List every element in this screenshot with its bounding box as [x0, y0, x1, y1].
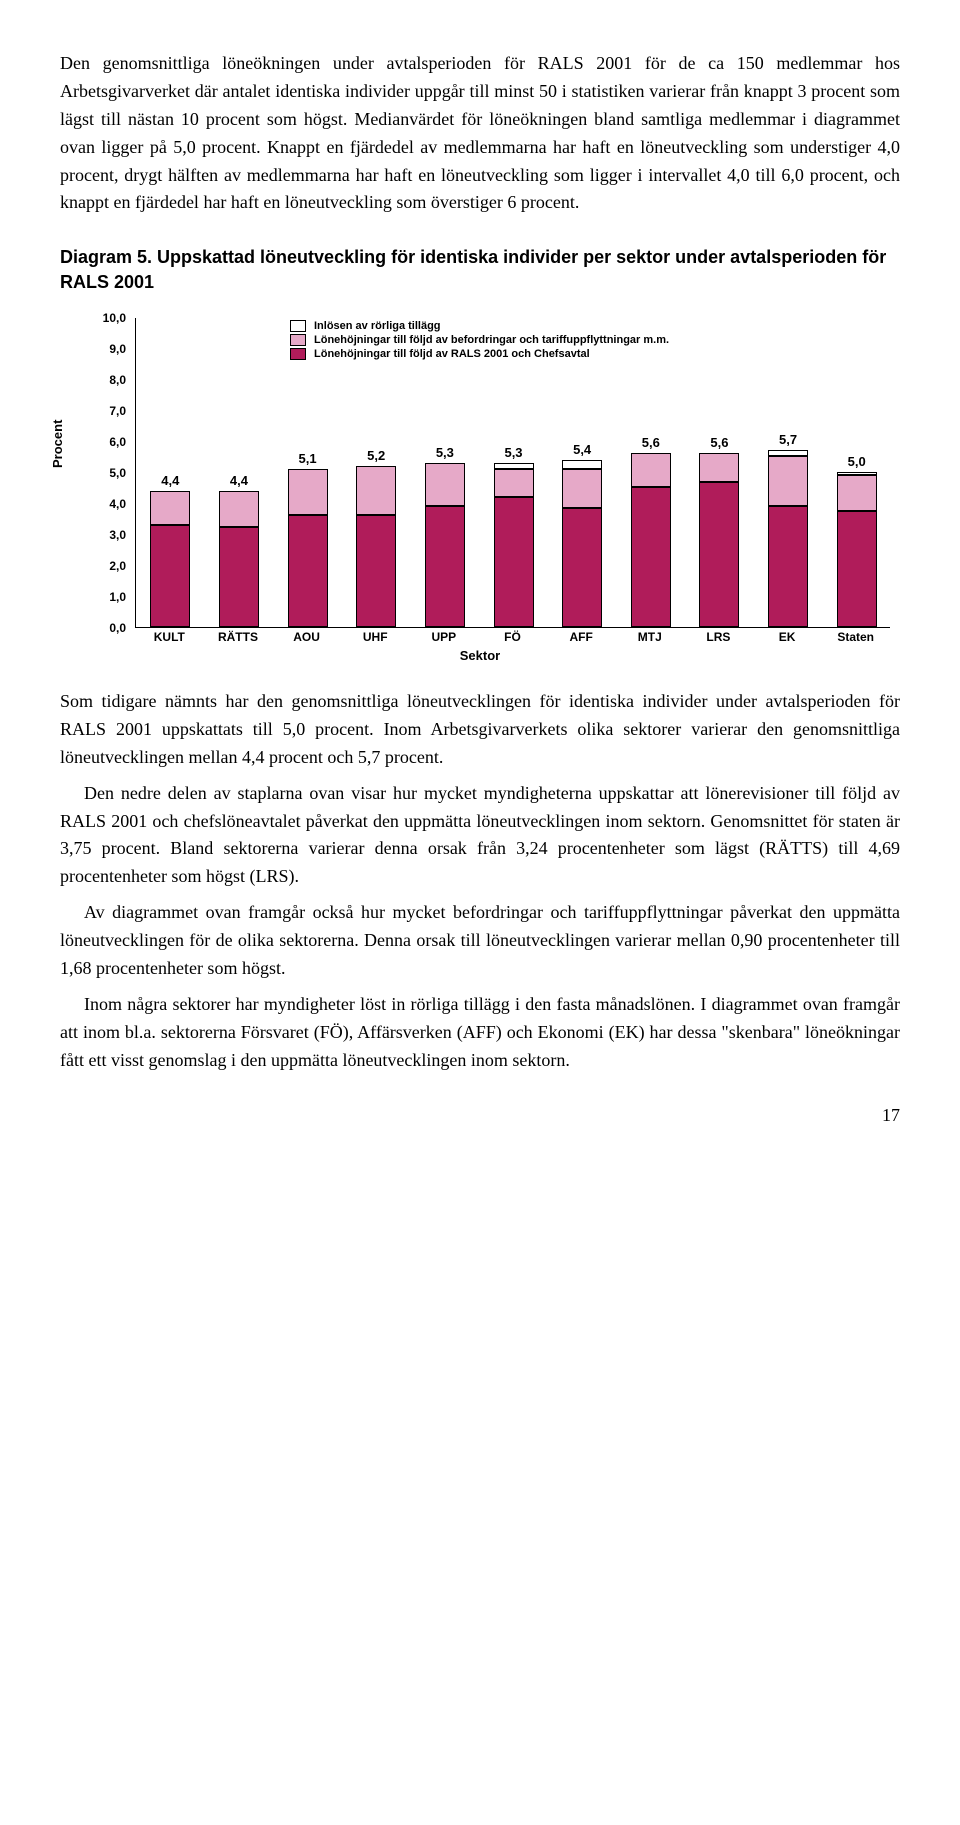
- bar-segment: [150, 491, 190, 525]
- bar-segment: [768, 506, 808, 627]
- y-tick: 7,0: [109, 404, 126, 418]
- y-tick: 10,0: [103, 311, 126, 325]
- page-number: 17: [60, 1105, 900, 1126]
- y-tick: 5,0: [109, 466, 126, 480]
- x-tick: EK: [779, 630, 796, 644]
- bar-segment: [219, 491, 259, 527]
- bar-segment: [837, 475, 877, 511]
- x-tick: Staten: [837, 630, 874, 644]
- y-tick: 8,0: [109, 373, 126, 387]
- x-tick: MTJ: [638, 630, 662, 644]
- x-tick: UHF: [363, 630, 388, 644]
- body-paragraph: Av diagrammet ovan framgår också hur myc…: [60, 899, 900, 983]
- bar: 5,4: [562, 460, 602, 627]
- y-tick: 4,0: [109, 497, 126, 511]
- bar-value-label: 5,4: [573, 442, 591, 457]
- bar-segment: [150, 525, 190, 627]
- bar-value-label: 4,4: [230, 473, 248, 488]
- bar-segment: [562, 508, 602, 627]
- y-tick: 9,0: [109, 342, 126, 356]
- x-tick: UPP: [432, 630, 457, 644]
- plot-area: 4,4 4,4 5,1 5,2 5,3 5,3 5,4 5,6 5,6 5,7 5,0: [135, 318, 890, 628]
- bar: 5,3: [425, 463, 465, 627]
- bar-segment: [699, 453, 739, 481]
- y-tick: 6,0: [109, 435, 126, 449]
- bar-segment: [631, 487, 671, 627]
- x-tick: AOU: [293, 630, 320, 644]
- bar-chart: Procent 0,01,02,03,04,05,06,07,08,09,010…: [60, 318, 900, 658]
- bar-segment: [562, 460, 602, 469]
- bar-value-label: 5,6: [710, 435, 728, 450]
- bar-value-label: 5,7: [779, 432, 797, 447]
- y-tick: 2,0: [109, 559, 126, 573]
- bar: 5,3: [494, 463, 534, 627]
- bar-value-label: 5,3: [504, 445, 522, 460]
- y-axis: 0,01,02,03,04,05,06,07,08,09,010,0: [90, 318, 130, 628]
- body-paragraph: Som tidigare nämnts har den genomsnittli…: [60, 688, 900, 772]
- bar-value-label: 5,2: [367, 448, 385, 463]
- bar-value-label: 4,4: [161, 473, 179, 488]
- bar-segment: [425, 463, 465, 506]
- bar-value-label: 5,6: [642, 435, 660, 450]
- bar-value-label: 5,0: [848, 454, 866, 469]
- bar-segment: [494, 469, 534, 497]
- bar-segment: [356, 466, 396, 516]
- bar-segment: [288, 515, 328, 627]
- intro-paragraph: Den genomsnittliga löneökningen under av…: [60, 50, 900, 217]
- bar-segment: [699, 482, 739, 627]
- y-tick: 3,0: [109, 528, 126, 542]
- bar-segment: [425, 506, 465, 627]
- body-paragraph: Den nedre delen av staplarna ovan visar …: [60, 780, 900, 892]
- bar-segment: [288, 469, 328, 516]
- bar-value-label: 5,1: [299, 451, 317, 466]
- y-tick: 0,0: [109, 621, 126, 635]
- bar-segment: [631, 453, 671, 487]
- bar-segment: [562, 469, 602, 508]
- bar: 5,6: [699, 453, 739, 627]
- bar-segment: [768, 456, 808, 506]
- bar-segment: [837, 511, 877, 627]
- x-tick: KULT: [154, 630, 185, 644]
- body-paragraph: Inom några sektorer har myndigheter löst…: [60, 991, 900, 1075]
- y-tick: 1,0: [109, 590, 126, 604]
- x-axis-label: Sektor: [460, 648, 500, 663]
- bar-value-label: 5,3: [436, 445, 454, 460]
- bar: 5,7: [768, 450, 808, 627]
- bar: 4,4: [219, 491, 259, 627]
- x-axis: KULT RÄTTS AOU UHF UPP FÖ AFF MTJ LRS EK Staten: [135, 630, 890, 646]
- x-tick: FÖ: [504, 630, 521, 644]
- bar: 4,4: [150, 491, 190, 627]
- x-tick: LRS: [706, 630, 730, 644]
- y-axis-label: Procent: [50, 420, 65, 468]
- chart-title: Diagram 5. Uppskattad löneutveckling för…: [60, 245, 900, 294]
- bar-segment: [494, 497, 534, 627]
- bar: 5,6: [631, 453, 671, 627]
- bar-segment: [219, 527, 259, 627]
- x-tick: AFF: [569, 630, 592, 644]
- bar: 5,0: [837, 472, 877, 627]
- bar-segment: [356, 515, 396, 627]
- bar: 5,2: [356, 466, 396, 627]
- bar: 5,1: [288, 469, 328, 627]
- x-tick: RÄTTS: [218, 630, 258, 644]
